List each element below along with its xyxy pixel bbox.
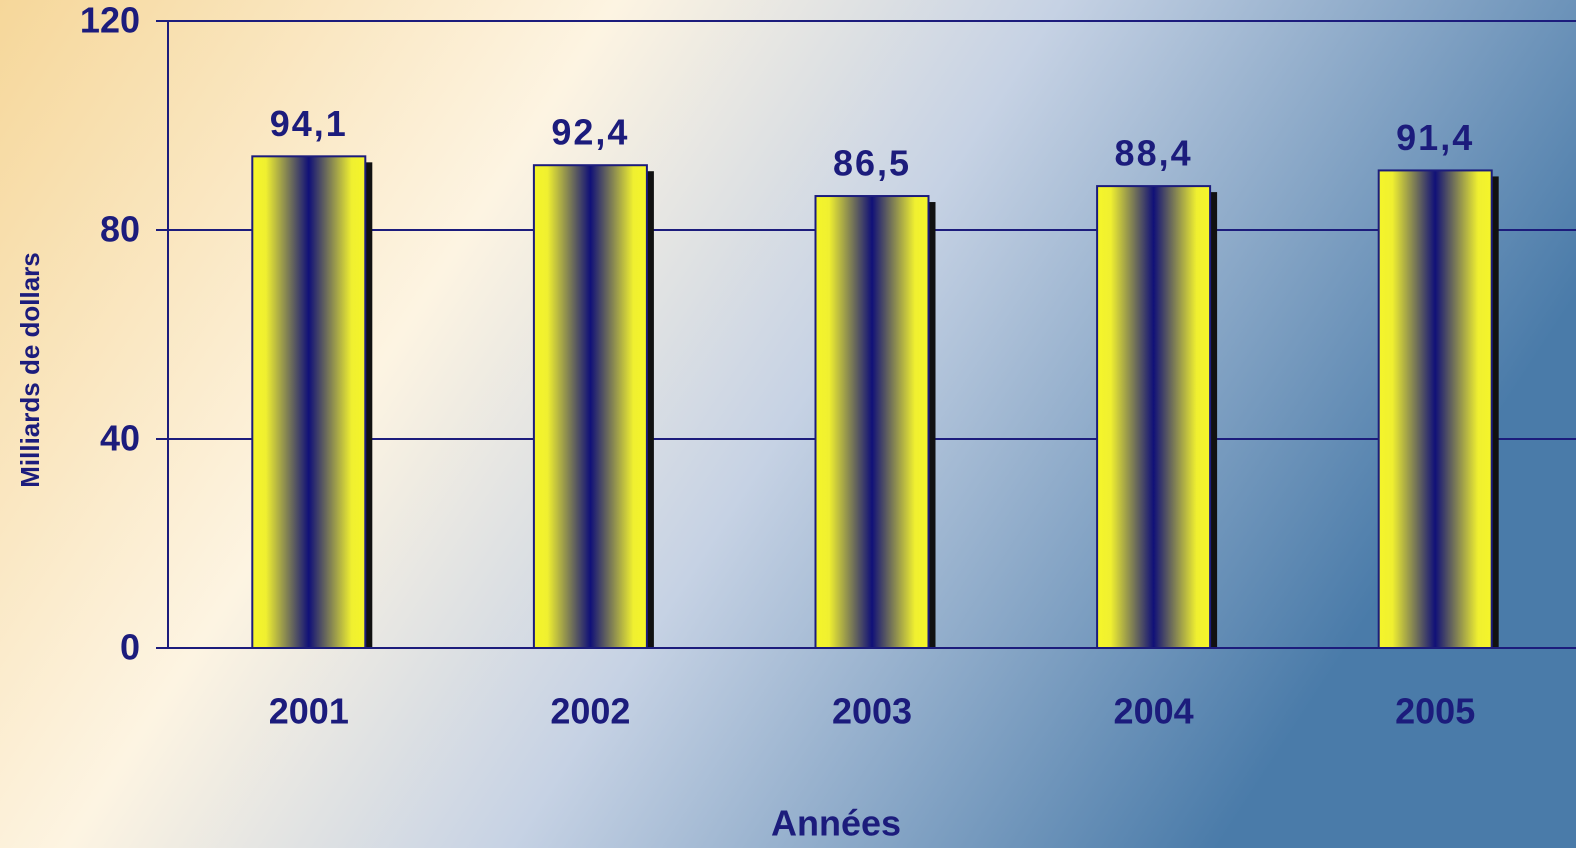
bar (1377, 169, 1493, 649)
value-label: 92,4 (551, 112, 629, 153)
x-tick-label: 2003 (832, 691, 912, 732)
y-tick-label: 0 (120, 627, 140, 668)
y-axis-label: Milliards de dollars (15, 252, 45, 488)
bar (251, 155, 367, 649)
value-label: 94,1 (270, 103, 348, 144)
bar (532, 164, 648, 650)
value-label: 86,5 (833, 143, 911, 184)
x-tick-label: 2004 (1114, 691, 1194, 732)
bar (814, 195, 930, 649)
value-label: 91,4 (1396, 117, 1474, 158)
value-label: 88,4 (1115, 133, 1193, 174)
y-tick-label: 120 (80, 0, 140, 41)
y-tick-label: 80 (100, 209, 140, 250)
x-tick-label: 2001 (269, 691, 349, 732)
x-tick-label: 2002 (550, 691, 630, 732)
x-tick-label: 2005 (1395, 691, 1475, 732)
y-tick-label: 40 (100, 418, 140, 459)
x-axis-label: Années (771, 803, 901, 844)
bar (1096, 185, 1212, 650)
